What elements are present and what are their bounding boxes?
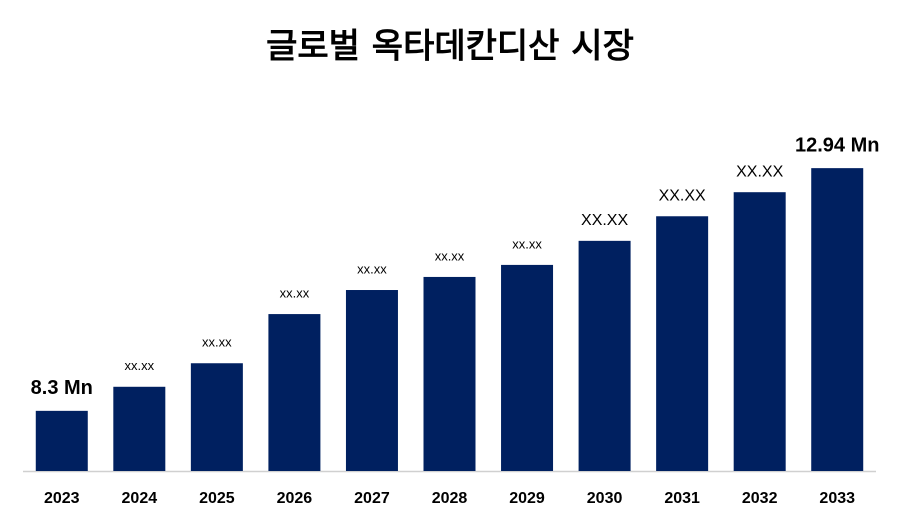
x-tick-label: 2027 bbox=[354, 490, 390, 507]
value-label: 8.3 Mn bbox=[31, 377, 93, 399]
value-label: XX.XX bbox=[659, 187, 706, 204]
bar bbox=[501, 264, 554, 471]
value-label: xx.xx bbox=[435, 248, 465, 263]
bar bbox=[423, 276, 476, 471]
bar bbox=[811, 168, 864, 471]
bar bbox=[190, 363, 243, 471]
value-label: xx.xx bbox=[280, 286, 310, 301]
bar bbox=[733, 192, 786, 471]
bar bbox=[35, 410, 88, 471]
bar bbox=[113, 386, 166, 471]
bar bbox=[656, 216, 709, 471]
value-label: xx.xx bbox=[512, 236, 542, 251]
x-tick-label: 2026 bbox=[277, 490, 313, 507]
x-tick-label: 2025 bbox=[199, 490, 235, 507]
x-tick-label: 2033 bbox=[819, 490, 855, 507]
value-label: xx.xx bbox=[202, 335, 232, 350]
x-tick-label: 2028 bbox=[432, 490, 468, 507]
value-label: 12.94 Mn bbox=[795, 134, 879, 156]
x-tick-label: 2023 bbox=[44, 490, 80, 507]
bar bbox=[578, 240, 631, 471]
bar bbox=[345, 290, 398, 471]
chart-title: 글로벌 옥타데칸디산 시장 bbox=[266, 27, 634, 67]
value-label: XX.XX bbox=[581, 212, 628, 229]
value-label: XX.XX bbox=[736, 163, 783, 180]
x-tick-label: 2032 bbox=[742, 490, 778, 507]
value-label: xx.xx bbox=[125, 358, 155, 373]
x-tick-label: 2031 bbox=[664, 490, 700, 507]
bar bbox=[268, 314, 321, 471]
x-tick-label: 2024 bbox=[122, 490, 158, 507]
x-tick-label: 2029 bbox=[509, 490, 545, 507]
x-tick-label: 2030 bbox=[587, 490, 623, 507]
value-label: xx.xx bbox=[357, 261, 387, 276]
